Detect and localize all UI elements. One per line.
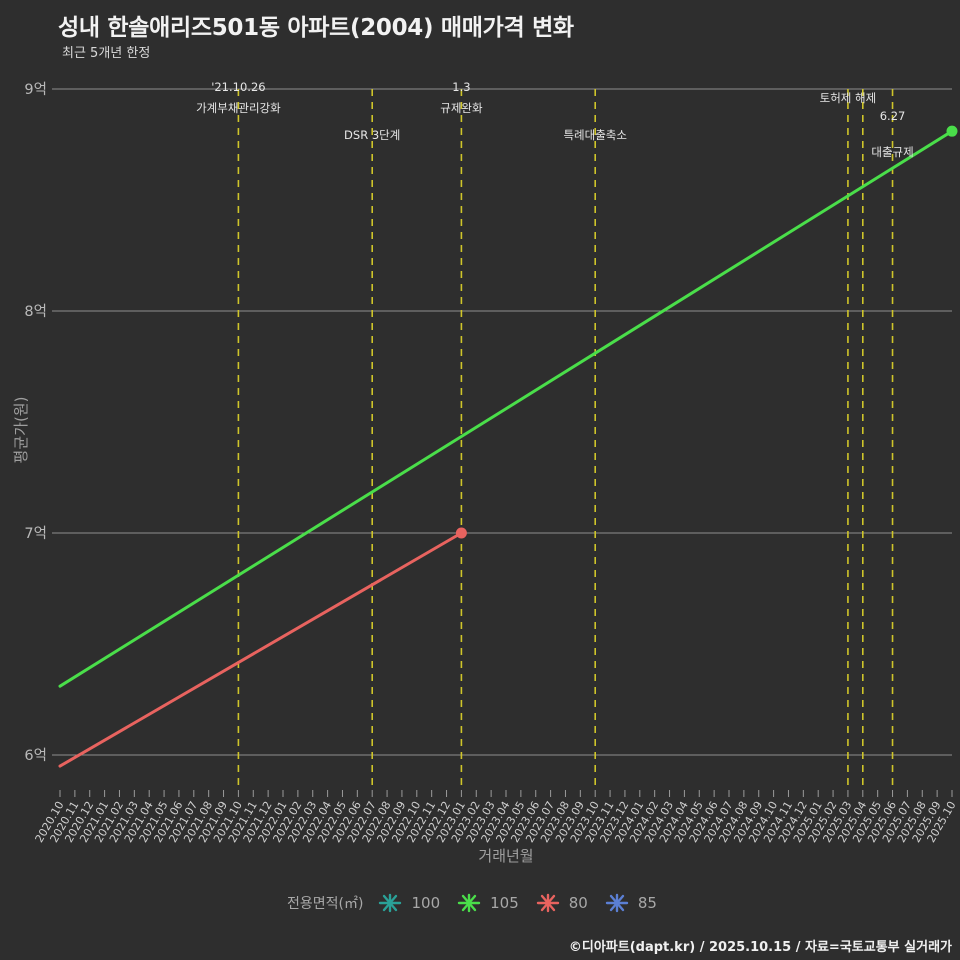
y-axis-ticks-group: 6억 7억 8억 9억 (24, 81, 47, 764)
legend-item[interactable]: 105 (456, 893, 519, 913)
annotation-lines-group (237, 89, 894, 790)
annotation-text-label: DSR 3단계 (344, 128, 400, 142)
x-axis-ticks-group: 2020.102020.112020.122021.012021.022021.… (33, 790, 959, 845)
legend-marker-icon (605, 893, 629, 913)
series-endpoint-marker (455, 527, 467, 539)
y-axis-tick-label: 9억 (24, 81, 47, 98)
legend-item-label: 105 (490, 894, 519, 912)
chart-title: 성내 한솔애리즈501동 아파트(2004) 매매가격 변화 (58, 15, 574, 41)
legend-item[interactable]: 85 (604, 893, 657, 913)
y-axis-title: 평균가(원) (12, 397, 30, 464)
legend-title: 전용면적(㎡) (287, 896, 364, 912)
legend-item[interactable]: 100 (377, 893, 440, 913)
legend-item-label: 100 (411, 894, 441, 912)
legend-marker-icon (457, 893, 481, 913)
gridlines-group (52, 88, 952, 756)
y-axis-tick-label: 7억 (24, 525, 47, 542)
y-axis-tick-label: 8억 (24, 303, 47, 320)
footer-credit: ©디아파트(dapt.kr) / 2025.10.15 / 자료=국토교통부 실… (568, 940, 952, 955)
series-line (58, 129, 954, 688)
annotation-text-label: 규제완화 (440, 101, 483, 115)
legend-item-label: 80 (568, 894, 588, 912)
chart-subtitle: 최근 5개년 한정 (62, 46, 151, 61)
annotation-date-label: 1.3 (452, 80, 470, 94)
legend: 전용면적(㎡) 100 105 80 85 (0, 893, 960, 913)
x-axis-title: 거래년월 (478, 847, 533, 865)
annotation-date-label: 6.27 (880, 109, 906, 123)
legend-items: 100 105 80 85 (377, 893, 672, 913)
annotation-text-label: 가계부채관리강화 (196, 101, 281, 115)
legend-item[interactable]: 80 (535, 893, 588, 913)
annotation-text-label: 대출규제 (871, 145, 913, 159)
annotation-text-label: 특례대출축소 (563, 128, 626, 142)
legend-marker-icon (536, 893, 559, 913)
series-endpoint-marker (946, 125, 958, 137)
series-line (58, 531, 463, 768)
legend-item-label: 85 (637, 894, 657, 912)
annotation-text-label: 토허제 해제 (820, 91, 877, 105)
annotation-date-label: '21.10.26 (211, 80, 265, 94)
y-axis-tick-label: 6억 (24, 747, 47, 764)
data-series-group (58, 125, 958, 768)
legend-marker-icon (379, 893, 402, 913)
